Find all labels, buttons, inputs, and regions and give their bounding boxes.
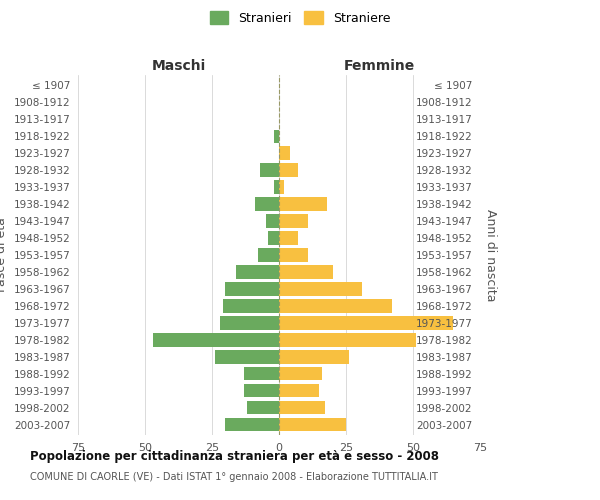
Bar [244, 367, 279, 380]
Y-axis label: Fasce di età: Fasce di età [0, 218, 8, 292]
Bar [257, 248, 279, 262]
Bar [279, 248, 308, 262]
Text: Femmine: Femmine [344, 58, 415, 72]
Bar [236, 266, 279, 278]
Bar [260, 164, 279, 176]
Bar [279, 401, 325, 414]
Bar [279, 367, 322, 380]
Legend: Stranieri, Straniere: Stranieri, Straniere [205, 6, 395, 30]
Y-axis label: Anni di nascita: Anni di nascita [484, 209, 497, 301]
Bar [279, 232, 298, 244]
Bar [279, 198, 327, 210]
Text: Maschi: Maschi [151, 58, 206, 72]
Bar [274, 130, 279, 143]
Bar [153, 334, 279, 346]
Bar [279, 266, 332, 278]
Bar [279, 214, 308, 228]
Bar [226, 282, 279, 296]
Bar [279, 334, 416, 346]
Bar [279, 164, 298, 176]
Bar [279, 282, 362, 296]
Bar [268, 232, 279, 244]
Bar [279, 180, 284, 194]
Text: COMUNE DI CAORLE (VE) - Dati ISTAT 1° gennaio 2008 - Elaborazione TUTTITALIA.IT: COMUNE DI CAORLE (VE) - Dati ISTAT 1° ge… [30, 472, 438, 482]
Bar [279, 316, 453, 330]
Bar [279, 350, 349, 364]
Bar [220, 316, 279, 330]
Bar [255, 198, 279, 210]
Bar [266, 214, 279, 228]
Bar [244, 384, 279, 398]
Bar [274, 180, 279, 194]
Bar [226, 418, 279, 432]
Text: Popolazione per cittadinanza straniera per età e sesso - 2008: Popolazione per cittadinanza straniera p… [30, 450, 439, 463]
Bar [279, 300, 392, 312]
Bar [279, 418, 346, 432]
Bar [247, 401, 279, 414]
Bar [223, 300, 279, 312]
Bar [279, 384, 319, 398]
Bar [279, 146, 290, 160]
Bar [215, 350, 279, 364]
